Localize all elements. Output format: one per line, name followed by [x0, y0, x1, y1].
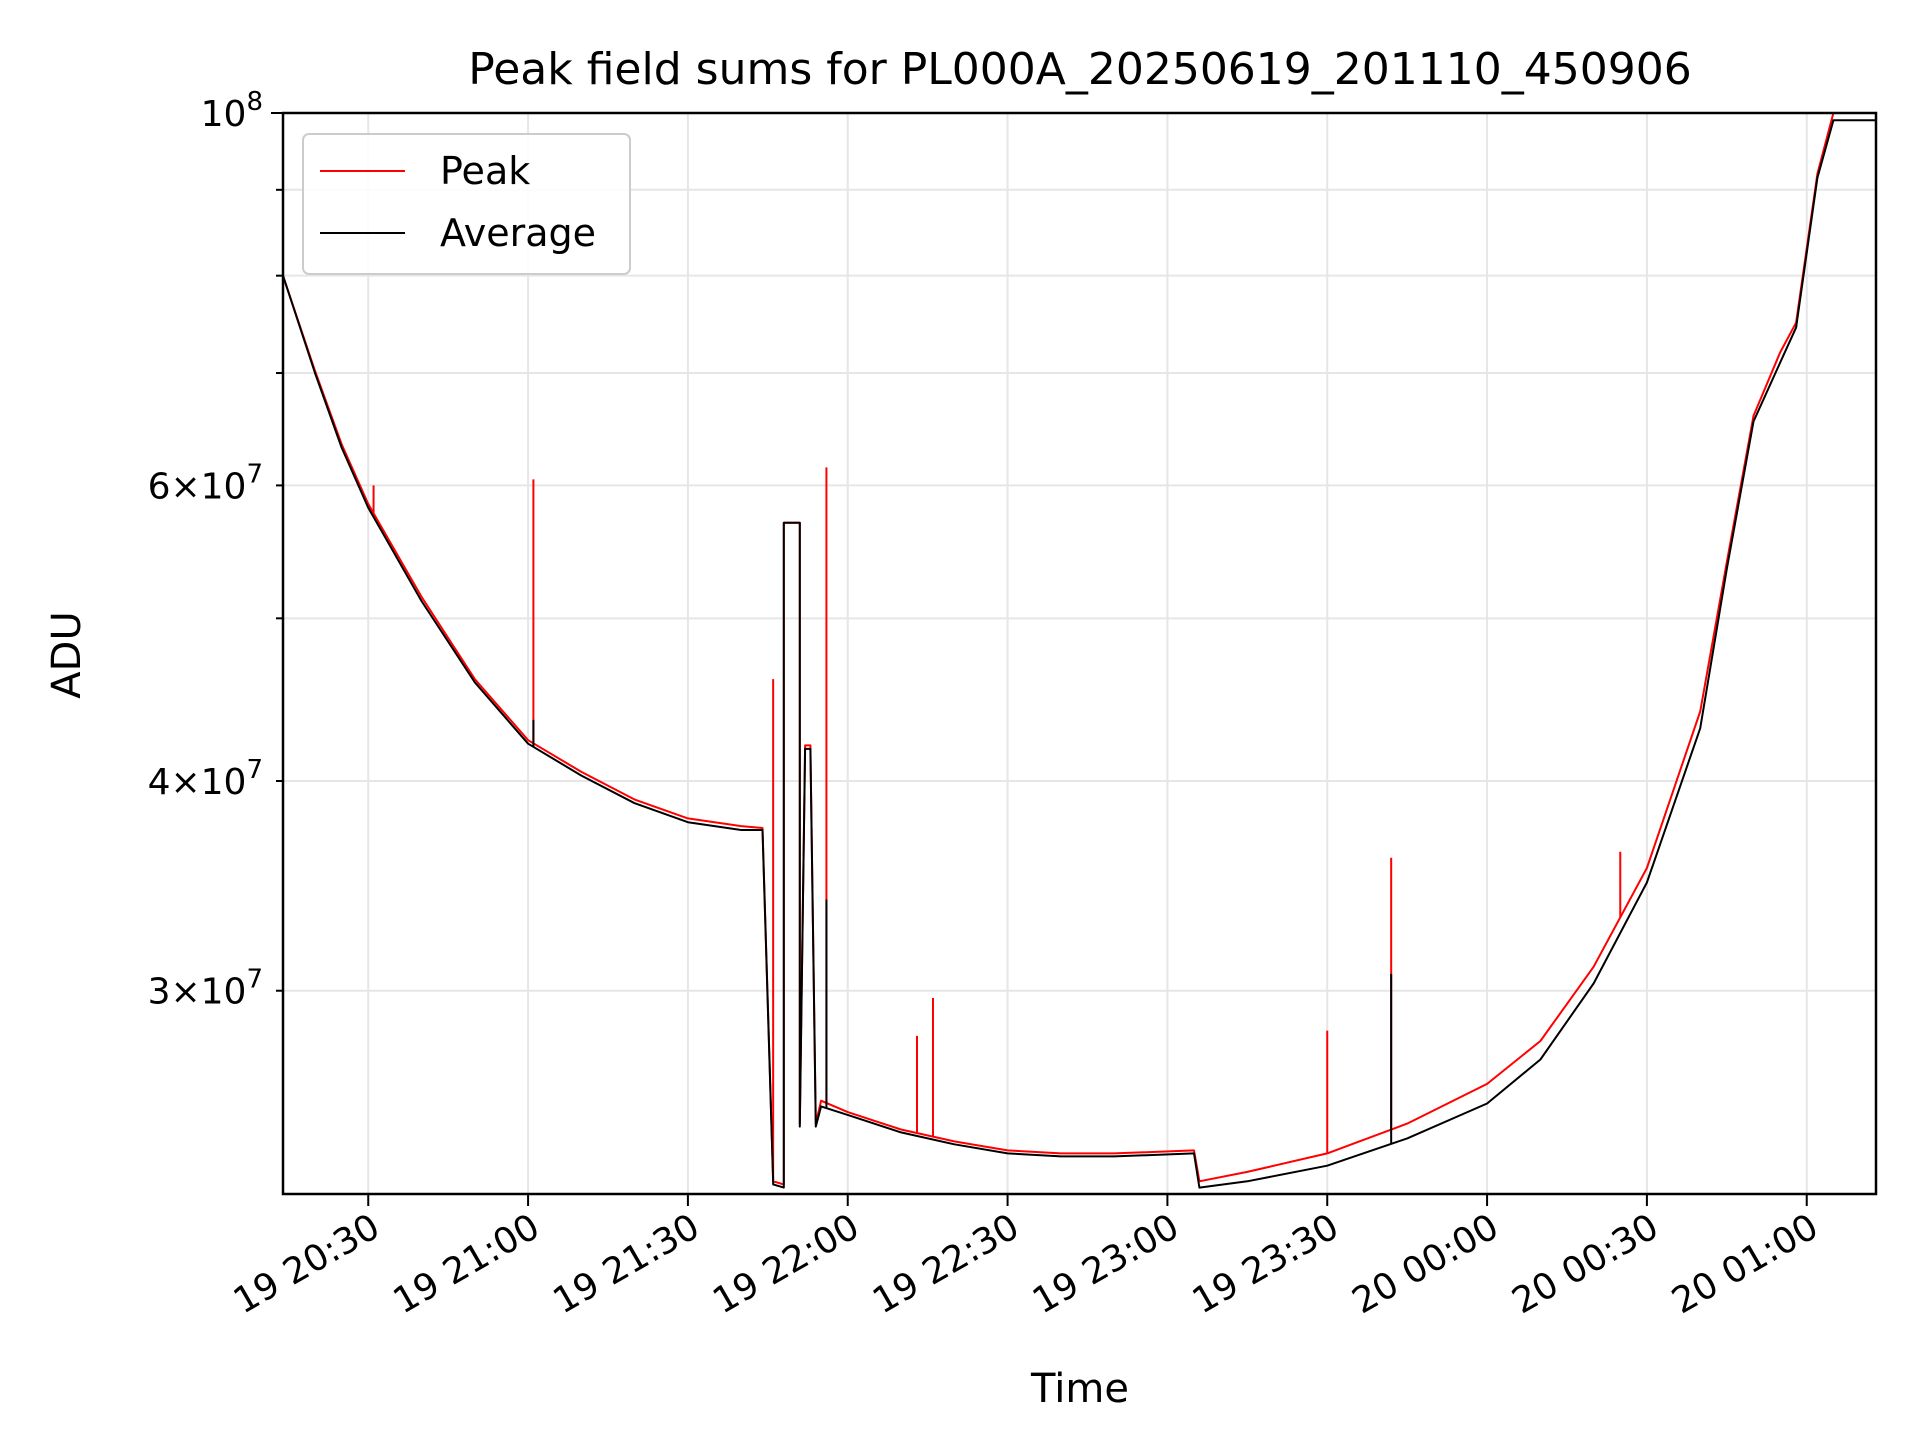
x-axis-label: Time	[1030, 1366, 1129, 1412]
y-tick-label: 6×107	[148, 459, 263, 507]
series-line-average	[282, 119, 1876, 1189]
legend: Peak Average	[302, 133, 631, 275]
series-average	[282, 119, 1876, 1189]
plot-frame	[281, 111, 1878, 1196]
y-axis: 108 3×107 4×107 6×107	[148, 87, 283, 1013]
x-tick-label: 19 22:00	[706, 1206, 866, 1322]
y-tick-label: 108	[201, 87, 263, 135]
x-tick-label: 20 00:30	[1505, 1206, 1665, 1322]
x-tick-label: 19 23:30	[1186, 1206, 1346, 1322]
x-tick-label: 19 22:30	[866, 1206, 1026, 1322]
y-tick-label: 4×107	[148, 755, 263, 803]
x-tick-label: 19 21:00	[387, 1206, 547, 1322]
chart-title: Peak field sums for PL000A_20250619_2011…	[468, 44, 1691, 95]
legend-label-average: Average	[440, 211, 596, 255]
x-tick-label: 19 23:00	[1026, 1206, 1186, 1322]
x-axis: 19 20:30 19 21:00 19 21:30 19 22:00 19 22:30…	[227, 1194, 1825, 1322]
x-tick-label: 19 20:30	[227, 1206, 387, 1322]
y-axis-label: ADU	[44, 611, 90, 698]
x-tick-label: 20 00:00	[1346, 1206, 1506, 1322]
legend-box	[302, 133, 631, 275]
x-tick-label: 20 01:00	[1665, 1206, 1825, 1322]
x-tick-label: 19 21:30	[546, 1206, 706, 1322]
legend-label-peak: Peak	[440, 149, 530, 193]
series-line-peak	[282, 112, 1876, 1186]
grid-lines	[283, 112, 1876, 1194]
y-tick-label: 3×107	[148, 965, 263, 1013]
